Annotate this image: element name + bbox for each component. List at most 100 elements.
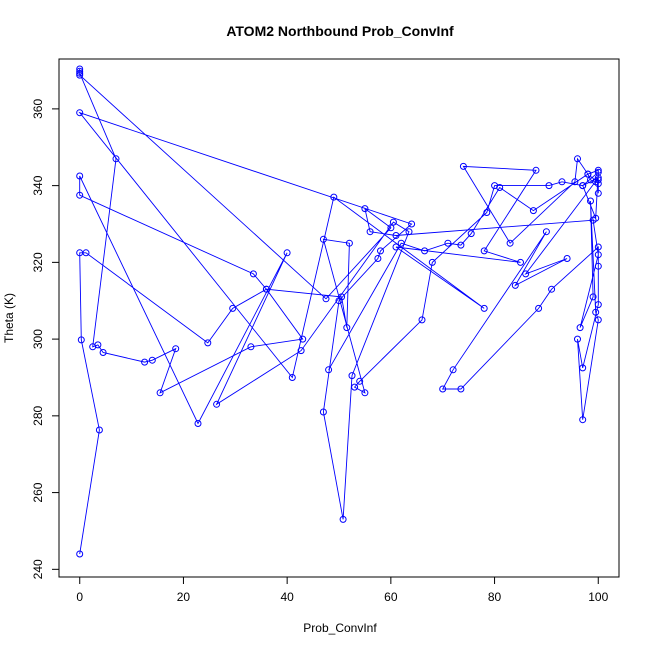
data-point	[594, 316, 602, 324]
data-point	[148, 356, 156, 364]
data-point	[77, 336, 85, 344]
data-point	[299, 335, 307, 343]
data-point	[594, 168, 602, 176]
data-point	[548, 285, 556, 293]
data-point	[76, 550, 84, 558]
data-point	[76, 69, 84, 77]
data-point	[392, 232, 400, 239]
data-point	[459, 162, 467, 170]
data-point	[112, 155, 120, 163]
data-point	[594, 243, 602, 251]
data-point	[387, 224, 395, 232]
data-point	[204, 339, 212, 347]
data-point	[418, 316, 426, 324]
data-point	[535, 304, 543, 312]
data-point	[76, 65, 84, 73]
data-point	[496, 184, 504, 191]
data-point	[95, 426, 103, 434]
y-axis: 240 260 280 300 320 340 360	[31, 99, 60, 579]
data-point	[532, 166, 540, 174]
data-point	[522, 270, 530, 278]
data-point	[213, 400, 221, 408]
y-tick-label: 300	[31, 329, 45, 349]
data-point	[172, 345, 180, 353]
data-point	[480, 247, 488, 255]
data-point	[397, 239, 405, 247]
data-point	[529, 207, 537, 215]
x-tick-label: 40	[280, 590, 294, 604]
data-point	[558, 178, 566, 186]
data-point	[325, 366, 333, 374]
data-point	[343, 324, 351, 332]
data-point	[247, 343, 255, 351]
data-point	[421, 247, 429, 255]
data-point	[594, 189, 602, 197]
data-point	[592, 308, 600, 316]
data-point	[319, 408, 327, 416]
data-point	[587, 176, 594, 184]
data-point	[571, 178, 579, 186]
data-point	[99, 349, 107, 356]
data-point	[319, 235, 327, 243]
data-point	[356, 377, 364, 385]
data-point	[389, 218, 397, 226]
data-point	[574, 155, 581, 163]
data-point	[511, 281, 519, 289]
data-point	[82, 249, 90, 257]
data-point	[249, 270, 257, 278]
data-point	[361, 205, 369, 213]
data-point	[483, 209, 491, 216]
data-point	[480, 304, 488, 312]
data-point	[288, 374, 296, 381]
x-axis: 0 20 40 60 80 100	[76, 576, 609, 604]
data-point	[392, 243, 400, 251]
data-point	[374, 255, 382, 262]
y-tick-label: 360	[31, 99, 45, 119]
data-point	[408, 220, 416, 228]
data-point	[76, 67, 84, 75]
data-point	[351, 383, 359, 391]
x-tick-label: 0	[76, 590, 83, 604]
data-point	[517, 258, 524, 266]
data-point	[141, 358, 149, 366]
data-point	[457, 385, 465, 393]
data-point	[579, 364, 587, 372]
data-point	[584, 170, 592, 178]
x-axis-label: Prob_ConvInf	[303, 621, 377, 635]
data-point	[574, 335, 581, 343]
data-point	[594, 251, 602, 259]
data-point	[345, 239, 353, 247]
data-point	[428, 258, 436, 266]
data-point	[579, 182, 587, 190]
x-tick-label: 80	[488, 590, 502, 604]
data-point	[361, 389, 369, 397]
y-tick-label: 320	[31, 252, 45, 272]
chart-title: ATOM2 Northbound Prob_ConvInf	[226, 23, 454, 39]
data-point	[283, 249, 291, 257]
data-point	[338, 293, 346, 301]
data-point	[339, 515, 347, 523]
data-point	[563, 255, 571, 262]
data-point	[579, 416, 587, 424]
series-line	[78, 69, 599, 555]
data-point	[439, 385, 447, 393]
x-tick-label: 20	[177, 590, 191, 604]
series-layer	[76, 65, 602, 558]
data-point	[94, 341, 102, 349]
data-point	[297, 347, 305, 355]
data-point	[156, 389, 164, 397]
data-point	[467, 230, 475, 238]
y-axis-label: Theta (K)	[2, 293, 16, 343]
y-tick-label: 260	[31, 482, 45, 502]
data-point	[449, 366, 457, 374]
data-point	[377, 247, 384, 255]
data-point	[594, 262, 602, 270]
data-point	[330, 193, 338, 201]
x-tick-label: 60	[384, 590, 398, 604]
data-point	[506, 239, 514, 247]
y-tick-label: 280	[31, 406, 45, 426]
data-point	[76, 109, 84, 117]
